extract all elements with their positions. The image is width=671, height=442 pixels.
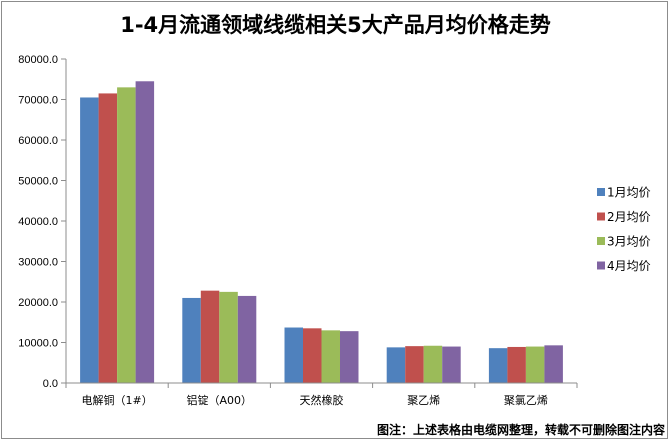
y-tick-label: 70000.0 bbox=[18, 95, 58, 107]
y-tick-label: 30000.0 bbox=[18, 257, 58, 269]
bar bbox=[117, 87, 136, 383]
bar bbox=[303, 328, 322, 383]
bar bbox=[525, 346, 545, 383]
bar bbox=[321, 330, 340, 383]
bars bbox=[80, 81, 563, 384]
bar bbox=[386, 347, 406, 383]
y-tick-label: 20000.0 bbox=[18, 297, 58, 309]
bar bbox=[507, 346, 526, 383]
bar bbox=[80, 97, 99, 383]
y-tick-label: 80000.0 bbox=[18, 54, 58, 66]
bar bbox=[98, 93, 118, 384]
chart-title: 1-4月流通领域线缆相关5大产品月均价格走势 bbox=[120, 13, 551, 37]
y-tick-label: 50000.0 bbox=[18, 176, 58, 188]
legend-label: 4月均价 bbox=[607, 259, 651, 273]
legend-label: 3月均价 bbox=[607, 235, 651, 249]
legend-label: 2月均价 bbox=[607, 210, 651, 224]
footer-note: 图注：上述表格由电缆网整理，转载不可删除图注内容 bbox=[376, 423, 665, 437]
legend: 1月均价 2月均价 3月均价 4月均价 bbox=[597, 186, 651, 273]
x-axis: 电解铜（1#） 铝锭（A00） 天然橡胶 聚乙烯 聚氯乙烯 bbox=[65, 382, 578, 407]
legend-swatch bbox=[597, 237, 605, 245]
bar bbox=[405, 346, 424, 383]
y-tick-label: 10000.0 bbox=[18, 338, 58, 350]
x-tick-label: 天然橡胶 bbox=[300, 393, 344, 407]
bar bbox=[488, 348, 508, 383]
bar bbox=[237, 295, 257, 383]
bar bbox=[200, 290, 220, 383]
bar bbox=[442, 346, 461, 383]
bar bbox=[182, 297, 201, 383]
bar bbox=[544, 345, 563, 383]
y-tick-label: 40000.0 bbox=[18, 216, 58, 228]
bar bbox=[340, 331, 359, 383]
x-tick-label: 聚乙烯 bbox=[407, 394, 440, 407]
bar bbox=[219, 291, 238, 383]
y-tick-label: 60000.0 bbox=[18, 135, 58, 147]
legend-swatch bbox=[597, 261, 605, 270]
legend-label: 1月均价 bbox=[607, 186, 651, 200]
x-tick-label: 电解铜（1#） bbox=[81, 393, 152, 407]
legend-swatch bbox=[597, 212, 605, 221]
bar bbox=[135, 81, 155, 384]
legend-swatch bbox=[597, 188, 605, 196]
x-tick-label: 铝锭（A00） bbox=[187, 393, 253, 407]
x-tick-label: 聚氯乙烯 bbox=[504, 393, 548, 407]
y-axis: 0.0 10000.0 20000.0 30000.0 40000.0 50000.0 60… bbox=[18, 54, 67, 390]
bar bbox=[423, 345, 443, 383]
y-tick-label: 0.0 bbox=[43, 378, 58, 390]
bar bbox=[284, 327, 303, 383]
